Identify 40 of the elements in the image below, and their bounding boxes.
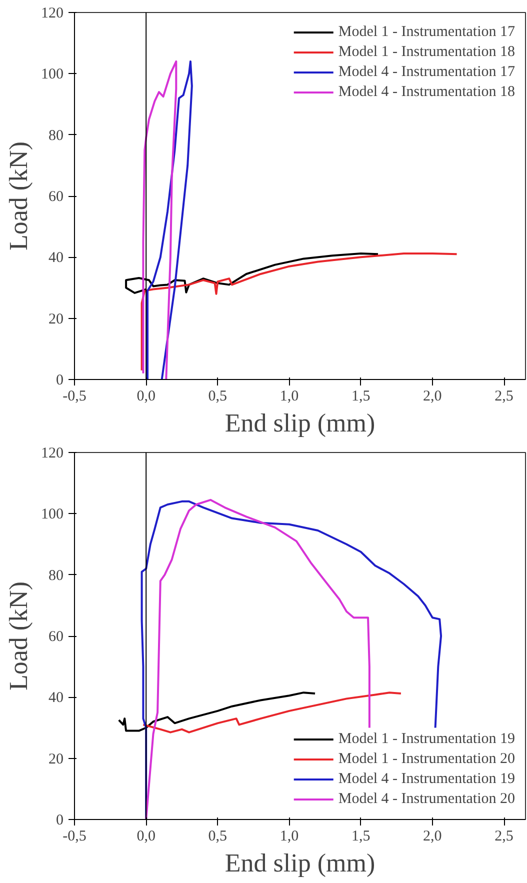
y-axis-title: Load (kN) xyxy=(4,581,33,691)
legend-label: Model 4 - Instrumentation 19 xyxy=(338,770,515,788)
legend-label: Model 4 - Instrumentation 20 xyxy=(338,790,515,808)
x-tick-label: 1,5 xyxy=(351,388,370,404)
x-tick-label: 0,5 xyxy=(208,388,228,404)
x-tick-label: 1,5 xyxy=(351,828,370,844)
legend-label: Model 4 - Instrumentation 18 xyxy=(338,84,515,100)
y-tick-label: 20 xyxy=(48,311,64,328)
y-tick-label: 100 xyxy=(41,66,64,83)
x-tick-label: 0,0 xyxy=(136,388,156,404)
x-tick-label: 0,5 xyxy=(208,828,228,844)
legend-label: Model 1 - Instrumentation 18 xyxy=(338,44,515,60)
y-tick-label: 120 xyxy=(41,446,64,462)
x-tick-label: -0,5 xyxy=(62,828,86,844)
y-axis-title: Load (kN) xyxy=(4,141,33,251)
y-tick-label: 100 xyxy=(41,506,64,523)
y-tick-label: 40 xyxy=(48,690,64,706)
legend-label: Model 1 - Instrumentation 17 xyxy=(338,24,515,40)
y-tick-label: 0 xyxy=(56,372,64,388)
x-tick-label: 2,5 xyxy=(494,388,514,404)
x-tick-label: 2,0 xyxy=(423,388,442,404)
legend-label: Model 1 - Instrumentation 20 xyxy=(338,750,515,768)
y-tick-label: 60 xyxy=(48,189,64,205)
x-tick-label: 1,0 xyxy=(280,828,299,844)
x-axis-title: End slip (mm) xyxy=(224,848,376,878)
legend-label: Model 4 - Instrumentation 17 xyxy=(338,64,515,80)
y-tick-label: 0 xyxy=(56,812,64,828)
y-tick-label: 40 xyxy=(48,250,64,266)
x-tick-label: 0,0 xyxy=(136,828,156,844)
y-tick-label: 80 xyxy=(48,568,64,584)
x-tick-label: 2,0 xyxy=(423,828,442,844)
x-tick-label: 2,5 xyxy=(494,828,514,844)
x-tick-label: 1,0 xyxy=(280,388,299,404)
y-tick-label: 80 xyxy=(48,128,64,144)
y-tick-label: 60 xyxy=(48,629,64,645)
x-axis-title: End slip (mm) xyxy=(224,408,376,438)
legend-label: Model 1 - Instrumentation 19 xyxy=(338,730,515,748)
x-tick-label: -0,5 xyxy=(62,388,86,404)
y-tick-label: 20 xyxy=(48,751,64,768)
y-tick-label: 120 xyxy=(41,6,64,22)
